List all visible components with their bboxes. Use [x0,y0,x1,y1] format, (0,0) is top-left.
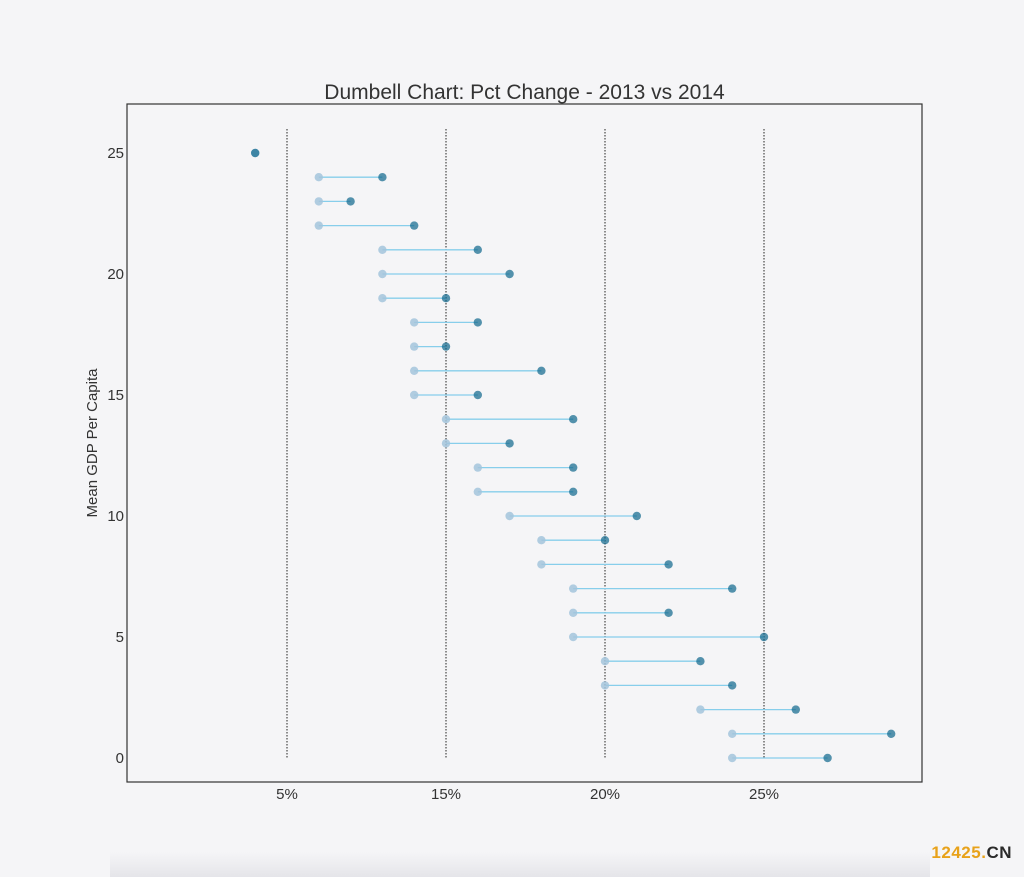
point-2013-13 [441,439,451,448]
dumbbell-points [251,148,896,763]
watermark-dot: . [981,843,987,862]
x-tick-label-1: 15% [431,786,461,803]
point-2014-17 [441,342,451,351]
watermark: 12425.CN [931,843,1012,863]
point-2013-2 [696,705,705,714]
point-2014-2 [791,705,800,714]
y-tick-label-3: 15 [107,387,124,404]
point-2014-12 [569,463,578,472]
point-2014-5 [759,632,769,642]
point-2014-25 [251,148,260,158]
point-2013-9 [537,536,546,545]
axis-ticks: 5% 15% 20% 25% 0 5 10 15 20 25 [107,145,779,803]
point-2013-3 [600,681,610,690]
point-2014-22 [410,221,419,230]
point-2013-1 [728,729,737,738]
point-2013-10 [505,511,514,521]
point-2013-14 [441,415,451,424]
reference-lines [286,129,765,758]
point-2014-24 [378,173,387,182]
point-2013-22 [314,221,323,230]
point-2013-7 [569,584,578,593]
point-2014-1 [887,729,896,738]
point-2013-19 [378,294,387,303]
point-2014-10 [632,511,641,521]
point-2014-11 [569,487,578,496]
point-2013-0 [728,753,737,763]
x-tick-label-2: 20% [590,786,620,803]
point-2013-8 [537,560,546,569]
y-tick-label-1: 5 [116,629,124,646]
point-2014-15 [473,390,482,400]
y-axis-title: Mean GDP Per Capita [84,368,101,518]
point-2014-23 [346,197,355,206]
point-2014-9 [600,536,610,545]
point-2014-20 [505,269,514,279]
point-2013-11 [473,487,482,496]
point-2013-4 [600,657,610,666]
y-tick-label-5: 25 [107,145,124,162]
point-2014-0 [823,753,832,763]
y-tick-label-4: 20 [107,266,124,283]
point-2013-12 [473,463,482,472]
point-2014-21 [473,245,482,254]
y-tick-label-2: 10 [107,508,124,525]
y-tick-label-0: 0 [116,750,124,767]
point-2014-13 [505,439,514,448]
watermark-suffix: CN [986,843,1012,862]
x-tick-label-0: 5% [276,786,298,803]
point-2014-14 [569,415,578,424]
point-2013-17 [410,342,419,351]
point-2014-8 [664,560,673,569]
point-2013-6 [569,608,578,617]
point-2014-19 [441,294,451,303]
point-2013-24 [314,173,323,182]
x-tick-label-3: 25% [749,786,779,803]
watermark-number: 12425 [931,843,982,862]
point-2013-20 [378,269,387,279]
point-2013-16 [410,366,419,375]
bottom-shadow [110,852,930,877]
point-2014-4 [696,657,705,666]
point-2013-23 [314,197,323,206]
point-2013-15 [410,390,419,400]
point-2014-16 [537,366,546,375]
point-2013-18 [410,318,419,327]
chart-title: Dumbell Chart: Pct Change - 2013 vs 2014 [324,81,725,104]
point-2013-21 [378,245,387,254]
point-2014-7 [728,584,737,593]
plot-area-frame [126,103,923,783]
dumbbell-segments [318,176,892,759]
point-2013-5 [569,632,578,642]
point-2014-6 [664,608,673,617]
point-2014-3 [728,681,737,690]
point-2014-18 [473,318,482,327]
